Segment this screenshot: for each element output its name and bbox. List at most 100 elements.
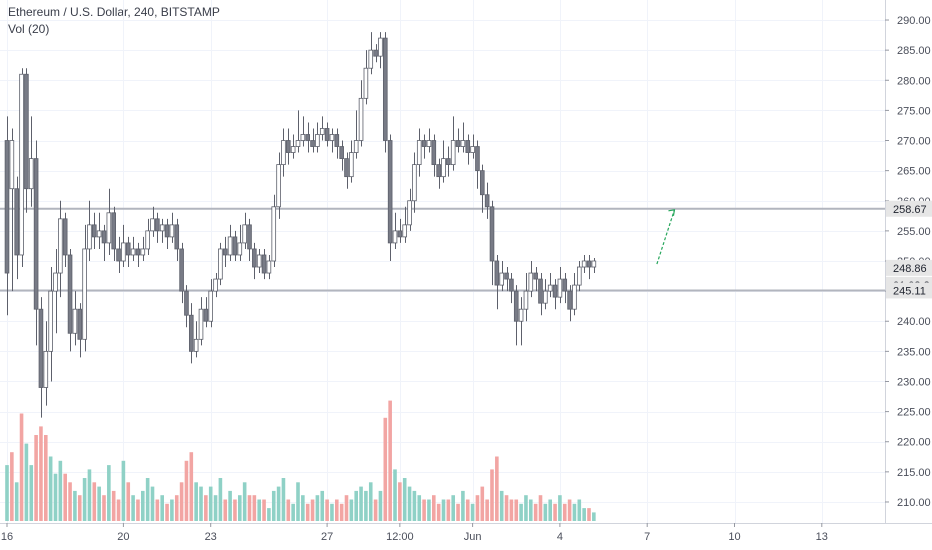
volume-bar [131, 495, 135, 521]
volume-bar [19, 413, 24, 521]
volume-bar [184, 460, 189, 521]
candle-body [87, 224, 92, 250]
horizontal-levels[interactable] [0, 207, 885, 292]
volume-bar [102, 495, 106, 521]
volume-bar [228, 490, 232, 521]
candle-body [92, 224, 97, 238]
volume-bar [281, 478, 286, 521]
arrow-line [656, 209, 676, 265]
volume-bar [145, 478, 150, 521]
time-axis[interactable]: 16 20 23 27 12:00 Jun 4 7 10 13 [0, 523, 932, 543]
candle-body [193, 338, 199, 352]
grid-lines [0, 0, 885, 523]
candle-body [24, 73, 29, 190]
candle-body [295, 140, 301, 147]
level-high-label: 258.67 [893, 204, 927, 216]
candle-body [179, 248, 184, 292]
volume-bar [315, 495, 320, 521]
volume-bar [582, 508, 586, 521]
volume-bar [354, 490, 358, 521]
candle-body [557, 278, 563, 298]
arrow-head [668, 209, 676, 216]
volume-bar [320, 490, 325, 521]
chart-title: Ethereum / U.S. Dollar, 240, BITSTAMP [8, 5, 220, 19]
volume-bar [349, 499, 354, 521]
price-tick-label: 210.00 [897, 497, 931, 509]
price-tick-label: 230.00 [897, 376, 931, 388]
volume-bar [519, 503, 523, 521]
candle-body [329, 134, 335, 141]
candle-body [344, 158, 349, 178]
price-tick-label: 220.00 [897, 437, 931, 449]
volume-bar [301, 495, 305, 521]
volume-bar [150, 486, 155, 521]
volume-bar [107, 465, 111, 521]
volume-bar [305, 503, 310, 521]
volume-bar [194, 482, 198, 521]
volume-bar [208, 486, 213, 521]
volume-bar [432, 495, 436, 521]
price-tick-label: 285.00 [897, 45, 931, 57]
candle-body [14, 188, 20, 256]
volume-bar [490, 469, 494, 521]
volume-bar [402, 478, 407, 521]
volume-bar [97, 486, 101, 521]
candle-body [484, 194, 490, 208]
candle-body [159, 224, 165, 232]
time-tick-label: Jun [464, 531, 482, 543]
projection-arrow[interactable] [656, 209, 676, 265]
candle-body [121, 242, 126, 262]
candle-body [276, 164, 281, 208]
volume-bar [465, 499, 470, 521]
candle-body [208, 290, 214, 322]
price-tick-label: 275.00 [897, 105, 931, 117]
candle-body [378, 37, 383, 57]
volume-indicator-label[interactable]: Vol (20) [8, 22, 50, 36]
candle-body [509, 278, 514, 292]
volume-bar [514, 499, 519, 521]
price-tick-label: 290.00 [897, 15, 931, 27]
volume-bar [111, 490, 116, 521]
candle-body [72, 308, 78, 334]
volume-bar [24, 443, 29, 521]
volume-bar [572, 503, 577, 521]
volume-bar [373, 499, 378, 521]
volume-bar [189, 452, 194, 521]
volume-bar [223, 499, 228, 521]
candle-body [140, 248, 146, 256]
volume-bar [470, 503, 475, 521]
volume-bar [558, 495, 562, 521]
candle-body [504, 272, 509, 280]
candle-body [53, 272, 58, 292]
volume-bar [339, 503, 344, 521]
volume-bar [412, 490, 417, 521]
candle-body [392, 230, 398, 244]
candle-body [9, 140, 15, 190]
volume-bar [393, 469, 397, 521]
candle-body [247, 224, 252, 250]
volume-bar [199, 486, 203, 521]
candle-body [358, 97, 364, 141]
volume-bar [553, 503, 557, 521]
candle-body [252, 248, 257, 268]
volume-bar [160, 495, 164, 521]
candle-body [77, 308, 83, 340]
volume-bar [480, 486, 485, 521]
candle-body [43, 350, 49, 388]
volume-bar [495, 456, 499, 521]
candle-body [368, 49, 374, 69]
price-axis[interactable]: 290.00285.00280.00275.00270.00265.00260.… [885, 0, 932, 523]
candle-body [261, 254, 267, 274]
volume-bar [179, 482, 184, 521]
candle-body [373, 49, 378, 57]
candle-body [460, 140, 466, 147]
volume-bar [359, 486, 363, 521]
volume-bar [577, 499, 582, 521]
candle-body [538, 278, 543, 304]
candle-body [339, 146, 344, 159]
volume-bar [499, 490, 504, 521]
volume-bar [126, 482, 131, 521]
volume-bar [524, 495, 528, 521]
candle-body [285, 140, 291, 153]
